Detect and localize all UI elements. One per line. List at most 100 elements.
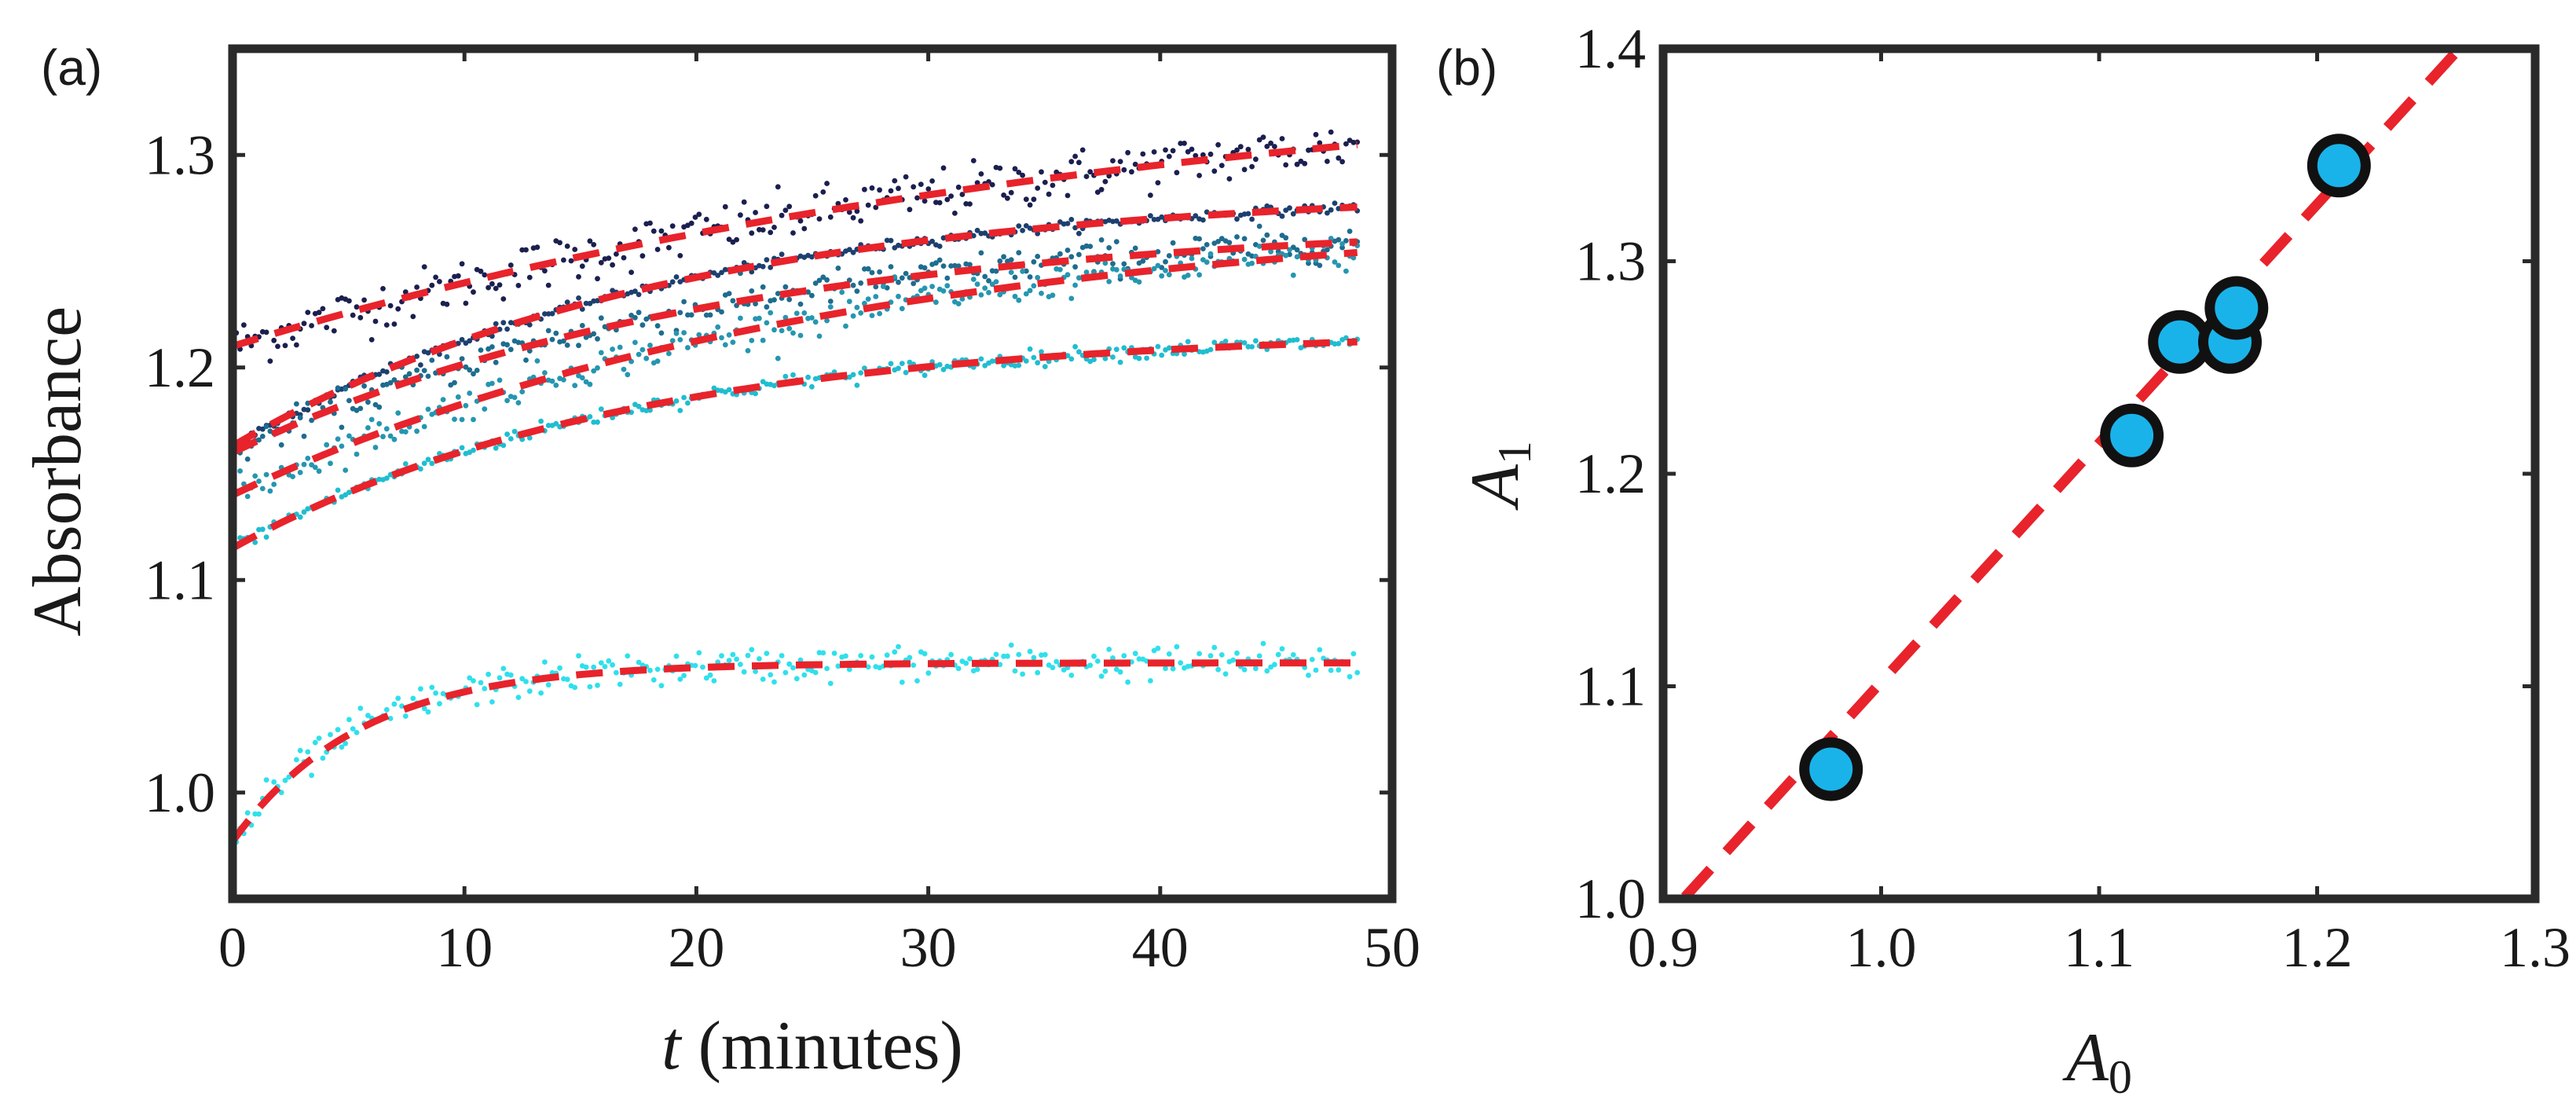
data-point (888, 361, 894, 367)
data-point (786, 325, 793, 332)
data-point (1035, 274, 1041, 280)
data-point (1121, 653, 1127, 659)
data-point (474, 702, 480, 708)
data-point (557, 665, 562, 671)
x-tick-label: 0.9 (1628, 916, 1698, 979)
data-point (963, 201, 969, 207)
data-point (749, 647, 755, 653)
data-point (387, 379, 394, 386)
data-point (421, 706, 427, 712)
data-point (888, 188, 894, 194)
data-point (1256, 223, 1262, 229)
data-point (267, 358, 273, 364)
fit-line-1 (231, 141, 1358, 350)
panel-a-label: (a) (41, 39, 102, 96)
data-point (669, 279, 676, 285)
data-point (1001, 254, 1006, 260)
data-point (1328, 667, 1334, 673)
data-point (696, 650, 702, 656)
data-point (259, 486, 266, 492)
data-point (797, 332, 804, 339)
data-point (526, 274, 533, 280)
data-point (1332, 259, 1338, 265)
data-point (768, 310, 774, 316)
data-point (1005, 196, 1010, 201)
data-point (753, 210, 758, 215)
data-point (402, 713, 409, 719)
data-point (343, 740, 349, 746)
data-point (320, 755, 326, 761)
data-point (508, 672, 514, 678)
data-point (1196, 236, 1202, 242)
data-point-5 (2204, 276, 2269, 340)
y-tick-label: 1.3 (145, 123, 215, 186)
data-point (1064, 272, 1071, 278)
data-point (846, 247, 852, 252)
data-point (421, 264, 427, 269)
data-point (1336, 341, 1342, 346)
data-point (677, 676, 683, 682)
data-point (1200, 217, 1206, 223)
data-point (816, 333, 823, 339)
data-point (297, 415, 303, 421)
data-point (986, 290, 991, 295)
data-point (297, 470, 303, 475)
data-point (361, 383, 367, 389)
data-point (271, 779, 277, 785)
data-point (944, 196, 951, 203)
data-point (1113, 239, 1119, 244)
data-point (545, 328, 551, 334)
data-point (576, 653, 581, 659)
data-point (1031, 258, 1037, 265)
data-point (1268, 248, 1273, 255)
data-point (1256, 244, 1262, 249)
data-point (636, 351, 642, 357)
data-point (918, 181, 924, 188)
panel-b-ticks: 0.9 1.0 1.1 1.2 1.31.01.11.21.31.4 (1575, 17, 2571, 979)
data-point (719, 653, 724, 659)
data-point (1132, 245, 1138, 251)
data-point (760, 227, 766, 233)
data-point (940, 235, 947, 241)
data-point (632, 226, 638, 233)
data-point (343, 386, 349, 392)
data-point (1151, 266, 1157, 272)
data-point (1091, 357, 1097, 362)
data-point (316, 468, 322, 475)
data-point (782, 314, 789, 321)
data-point (391, 436, 398, 442)
data-point (764, 304, 770, 310)
data-point (301, 461, 307, 467)
data-point (1001, 363, 1006, 368)
data-point (1196, 272, 1202, 278)
data-point (779, 653, 785, 658)
data-point (862, 186, 867, 192)
data-point (1234, 216, 1240, 222)
data-point (779, 328, 785, 334)
data-point (1279, 646, 1285, 652)
data-point (625, 653, 631, 659)
data-point (944, 283, 951, 289)
data-point (339, 424, 345, 431)
data-point (328, 399, 333, 405)
data-point (1102, 260, 1108, 266)
data-point (564, 244, 570, 249)
panel-b-ylabel: A1 (1457, 441, 1541, 511)
data-point (1222, 671, 1229, 677)
panel-b-ylabel-sub: 1 (1489, 441, 1541, 464)
data-point (1249, 344, 1255, 350)
data-point (301, 509, 307, 515)
data-point (760, 284, 766, 290)
data-point (1196, 651, 1202, 657)
data-point (940, 367, 947, 372)
data-point (782, 284, 789, 290)
data-point (414, 428, 420, 434)
data-point (1275, 248, 1281, 255)
data-point (542, 311, 548, 317)
data-point (598, 315, 604, 321)
data-point (896, 279, 901, 285)
data-point (263, 471, 269, 478)
data-point (1215, 239, 1221, 244)
data-point (1166, 272, 1172, 277)
data-point (576, 343, 581, 349)
